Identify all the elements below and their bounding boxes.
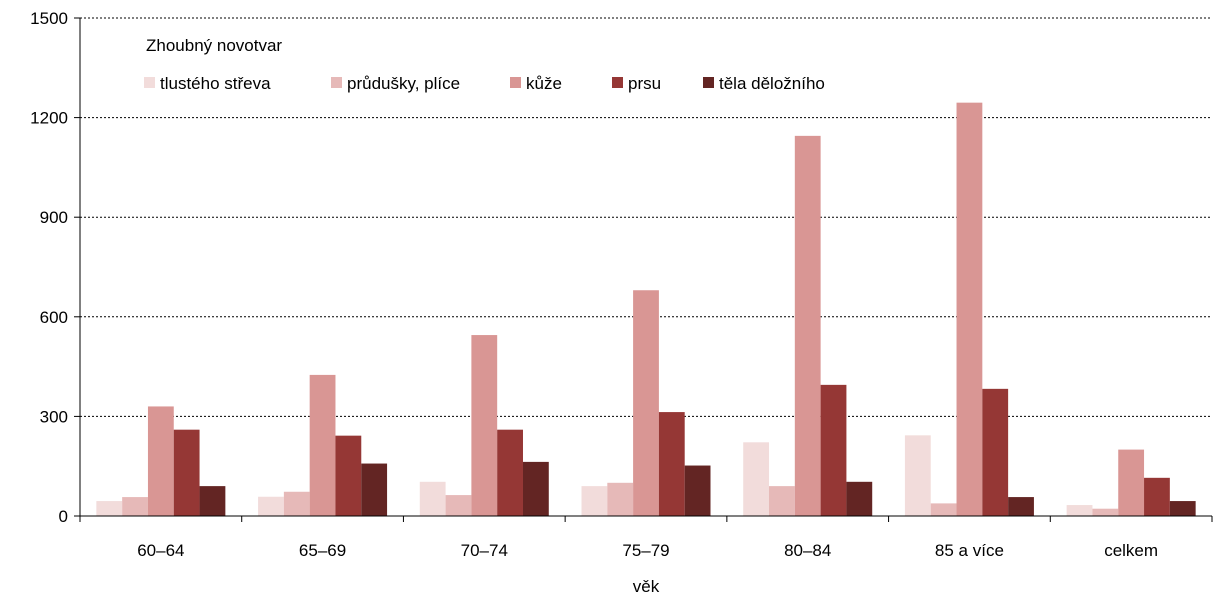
bar bbox=[283, 491, 310, 516]
bar bbox=[633, 290, 659, 516]
y-tick-labels: 0 300 600 900 1200 1500 bbox=[30, 9, 80, 526]
legend-swatch bbox=[510, 77, 521, 88]
bar bbox=[122, 497, 148, 516]
y-tick-label: 1200 bbox=[30, 109, 68, 128]
x-tick-label: 85 a více bbox=[935, 541, 1004, 560]
bar bbox=[1118, 449, 1145, 516]
y-tick-label: 900 bbox=[40, 208, 68, 227]
legend-swatch bbox=[703, 77, 714, 88]
bar bbox=[658, 412, 685, 516]
bar bbox=[96, 501, 123, 516]
bar bbox=[794, 135, 821, 517]
bar bbox=[1169, 501, 1196, 516]
legend-label: prsu bbox=[628, 74, 661, 93]
bar bbox=[1092, 508, 1119, 516]
bar bbox=[607, 482, 634, 516]
x-tick-label: 80–84 bbox=[784, 541, 831, 560]
bar bbox=[820, 384, 847, 516]
legend-swatch bbox=[612, 77, 623, 88]
x-axis-label: věk bbox=[633, 577, 660, 596]
legend-swatch bbox=[331, 77, 342, 88]
bar bbox=[147, 406, 174, 516]
bar bbox=[956, 102, 983, 516]
x-tick-labels: 60–64 65–69 70–74 75–79 80–84 85 a více celkem bbox=[79, 516, 1213, 560]
bar bbox=[1066, 505, 1093, 516]
legend-title: Zhoubný novotvar bbox=[146, 36, 282, 55]
bar bbox=[497, 429, 523, 516]
x-tick-label: 60–64 bbox=[137, 541, 184, 560]
bar bbox=[846, 481, 873, 516]
x-tick-label: celkem bbox=[1104, 541, 1158, 560]
bar bbox=[982, 388, 1009, 516]
bar bbox=[769, 486, 795, 516]
y-tick-label: 300 bbox=[40, 407, 68, 426]
y-tick-label: 600 bbox=[40, 308, 68, 327]
legend-label: tlustého střeva bbox=[160, 74, 271, 93]
bar bbox=[743, 442, 770, 516]
bar bbox=[684, 465, 711, 516]
x-tick-label: 65–69 bbox=[299, 541, 346, 560]
y-tick-label: 0 bbox=[59, 507, 68, 526]
bar bbox=[258, 496, 284, 516]
y-tick-label: 1500 bbox=[30, 9, 68, 28]
bar bbox=[581, 486, 608, 516]
legend-label: průdušky, plíce bbox=[347, 74, 460, 93]
bar bbox=[930, 503, 957, 516]
bar bbox=[471, 335, 498, 516]
bar bbox=[309, 374, 336, 516]
bar bbox=[1144, 477, 1170, 516]
bar bbox=[1008, 497, 1034, 516]
bar bbox=[522, 461, 549, 516]
legend-label: těla děložního bbox=[719, 74, 825, 93]
legend: tlustého střeva průdušky, plíce kůže prsu tě… bbox=[144, 74, 825, 93]
bar bbox=[904, 435, 931, 516]
bar bbox=[419, 481, 446, 516]
x-tick-label: 70–74 bbox=[461, 541, 508, 560]
legend-swatch bbox=[144, 77, 155, 88]
bar bbox=[173, 429, 200, 516]
x-tick-label: 75–79 bbox=[622, 541, 669, 560]
bar bbox=[445, 495, 472, 516]
bar bbox=[199, 486, 226, 516]
legend-label: kůže bbox=[526, 74, 562, 93]
axes bbox=[79, 18, 1212, 517]
bar bbox=[361, 463, 388, 516]
bar bbox=[335, 435, 362, 516]
bars bbox=[96, 102, 1196, 517]
